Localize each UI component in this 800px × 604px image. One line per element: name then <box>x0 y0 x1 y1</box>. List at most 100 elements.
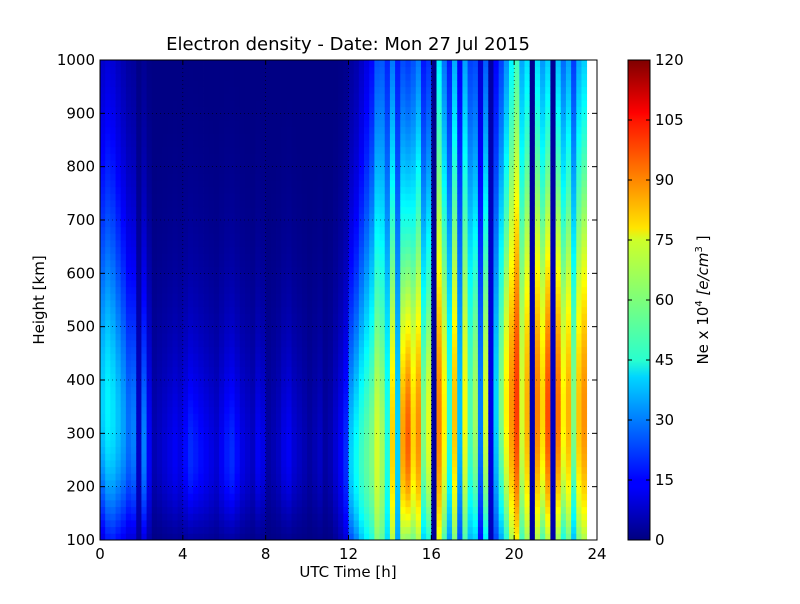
heatmap-cell <box>441 60 448 68</box>
heatmap-cell <box>120 133 127 141</box>
heatmap-cell <box>213 340 220 348</box>
heatmap-cell <box>198 333 204 341</box>
heatmap-cell <box>415 500 422 508</box>
heatmap-cell <box>457 393 463 401</box>
heatmap-cell <box>177 320 184 328</box>
heatmap-cell <box>260 300 267 308</box>
heatmap-cell <box>100 220 106 228</box>
heatmap-cell <box>115 233 122 241</box>
heatmap-cell <box>379 493 386 501</box>
heatmap-cell <box>255 486 261 494</box>
heatmap-cell <box>115 493 122 501</box>
heatmap-cell <box>431 253 437 261</box>
heatmap-cell <box>203 493 210 501</box>
heatmap-cell <box>415 166 422 174</box>
heatmap-cell <box>322 260 329 268</box>
heatmap-cell <box>162 413 168 421</box>
heatmap-cell <box>203 340 210 348</box>
heatmap-cell <box>317 500 324 508</box>
heatmap-cell <box>172 93 179 101</box>
heatmap-cell <box>120 360 127 368</box>
heatmap-cell <box>415 353 422 361</box>
heatmap-cell <box>389 313 396 321</box>
heatmap-cell <box>146 340 153 348</box>
heatmap-cell <box>369 526 375 534</box>
heatmap-cell <box>436 466 443 474</box>
heatmap-cell <box>250 440 256 448</box>
heatmap-cell <box>327 253 334 261</box>
heatmap-cell <box>457 426 463 434</box>
heatmap-cell <box>338 520 344 528</box>
heatmap-cell <box>255 493 261 501</box>
heatmap-cell <box>364 513 370 521</box>
heatmap-cell <box>426 160 432 168</box>
heatmap-cell <box>219 433 225 441</box>
heatmap-cell <box>291 73 298 81</box>
heatmap-cell <box>224 420 230 428</box>
heatmap-cell <box>446 486 453 494</box>
heatmap-cell <box>100 213 106 221</box>
heatmap-cell <box>244 80 251 88</box>
heatmap-cell <box>115 266 122 274</box>
heatmap-cell <box>105 180 111 188</box>
heatmap-cell <box>141 500 147 508</box>
heatmap-cell <box>229 493 236 501</box>
heatmap-cell <box>353 173 360 181</box>
heatmap-cell <box>255 466 261 474</box>
heatmap-cell <box>115 446 122 454</box>
heatmap-cell <box>198 386 204 394</box>
heatmap-cell <box>203 346 210 354</box>
heatmap-cell <box>410 120 417 128</box>
heatmap-cell <box>172 340 179 348</box>
heatmap-cell <box>188 293 194 301</box>
heatmap-cell <box>296 406 303 414</box>
heatmap-cell <box>281 326 287 334</box>
heatmap-cell <box>374 86 380 94</box>
heatmap-cell <box>255 420 261 428</box>
heatmap-cell <box>219 153 225 161</box>
heatmap-cell <box>255 306 261 314</box>
heatmap-cell <box>260 520 267 528</box>
heatmap-cell <box>431 113 437 121</box>
heatmap-cell <box>353 486 360 494</box>
heatmap-cell <box>327 120 334 128</box>
heatmap-cell <box>125 246 132 254</box>
heatmap-cell <box>208 80 215 88</box>
heatmap-cell <box>100 160 106 168</box>
heatmap-cell <box>327 140 334 148</box>
heatmap-cell <box>281 253 287 261</box>
heatmap-cell <box>131 333 137 341</box>
heatmap-cell <box>415 86 422 94</box>
heatmap-cell <box>156 86 163 94</box>
heatmap-cell <box>234 393 241 401</box>
heatmap-cell <box>136 153 142 161</box>
heatmap-cell <box>327 166 334 174</box>
heatmap-cell <box>281 493 287 501</box>
heatmap-cell <box>348 153 355 161</box>
heatmap-cell <box>182 100 189 108</box>
heatmap-cell <box>265 93 272 101</box>
heatmap-cell <box>105 153 111 161</box>
heatmap-cell <box>234 473 241 481</box>
heatmap-cell <box>353 440 360 448</box>
heatmap-cell <box>182 206 189 214</box>
heatmap-cell <box>332 353 339 361</box>
heatmap-cell <box>250 313 256 321</box>
heatmap-cell <box>296 186 303 194</box>
heatmap-cell <box>452 493 458 501</box>
heatmap-cell <box>389 273 396 281</box>
heatmap-cell <box>358 113 365 121</box>
heatmap-cell <box>446 506 453 514</box>
heatmap-cell <box>338 286 344 294</box>
heatmap-cell <box>426 153 432 161</box>
heatmap-cell <box>255 286 261 294</box>
heatmap-cell <box>250 526 256 534</box>
heatmap-cell <box>332 506 339 514</box>
heatmap-cell <box>131 400 137 408</box>
heatmap-cell <box>384 493 391 501</box>
heatmap-cell <box>120 446 127 454</box>
heatmap-cell <box>395 520 401 528</box>
heatmap-cell <box>177 73 184 81</box>
heatmap-cell <box>291 200 298 208</box>
heatmap-cell <box>405 160 412 168</box>
